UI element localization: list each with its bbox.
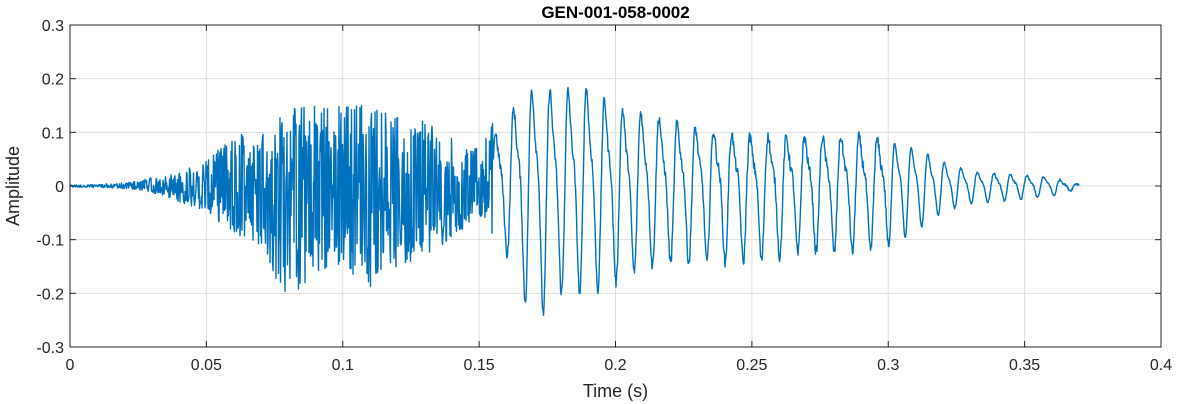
x-tick-label: 0.35 [1009, 357, 1040, 374]
y-tick-label: -0.3 [36, 340, 64, 357]
y-tick-label: 0.2 [42, 72, 64, 89]
x-tick-label: 0.15 [464, 357, 495, 374]
waveform-series [69, 86, 1080, 316]
x-tick-label: 0.4 [1150, 357, 1172, 374]
x-tick-label: 0.25 [736, 357, 767, 374]
x-axis-ticks: 0 0.05 0.1 0.15 0.2 0.25 0.3 0.35 0.4 [66, 25, 1172, 374]
y-tick-label: -0.1 [36, 233, 64, 250]
x-axis-label: Time (s) [583, 381, 648, 401]
x-tick-label: 0.1 [332, 357, 354, 374]
y-tick-label: 0.3 [42, 18, 64, 35]
chart-title: GEN-001-058-0002 [541, 3, 689, 22]
waveform-line [69, 86, 1080, 316]
x-tick-label: 0 [66, 357, 75, 374]
x-tick-label: 0.3 [877, 357, 899, 374]
x-tick-label: 0.2 [604, 357, 626, 374]
y-axis-label: Amplitude [3, 146, 23, 226]
y-axis-ticks: -0.3 -0.2 -0.1 0 0.1 0.2 0.3 [36, 18, 1161, 357]
y-tick-label: 0 [55, 179, 64, 196]
y-tick-label: -0.2 [36, 286, 64, 303]
x-tick-label: 0.05 [191, 357, 222, 374]
y-tick-label: 0.1 [42, 125, 64, 142]
plot-area: 0 0.05 0.1 0.15 0.2 0.25 0.3 0.35 0.4 -0.3-0.2-0… [36, 18, 1172, 374]
